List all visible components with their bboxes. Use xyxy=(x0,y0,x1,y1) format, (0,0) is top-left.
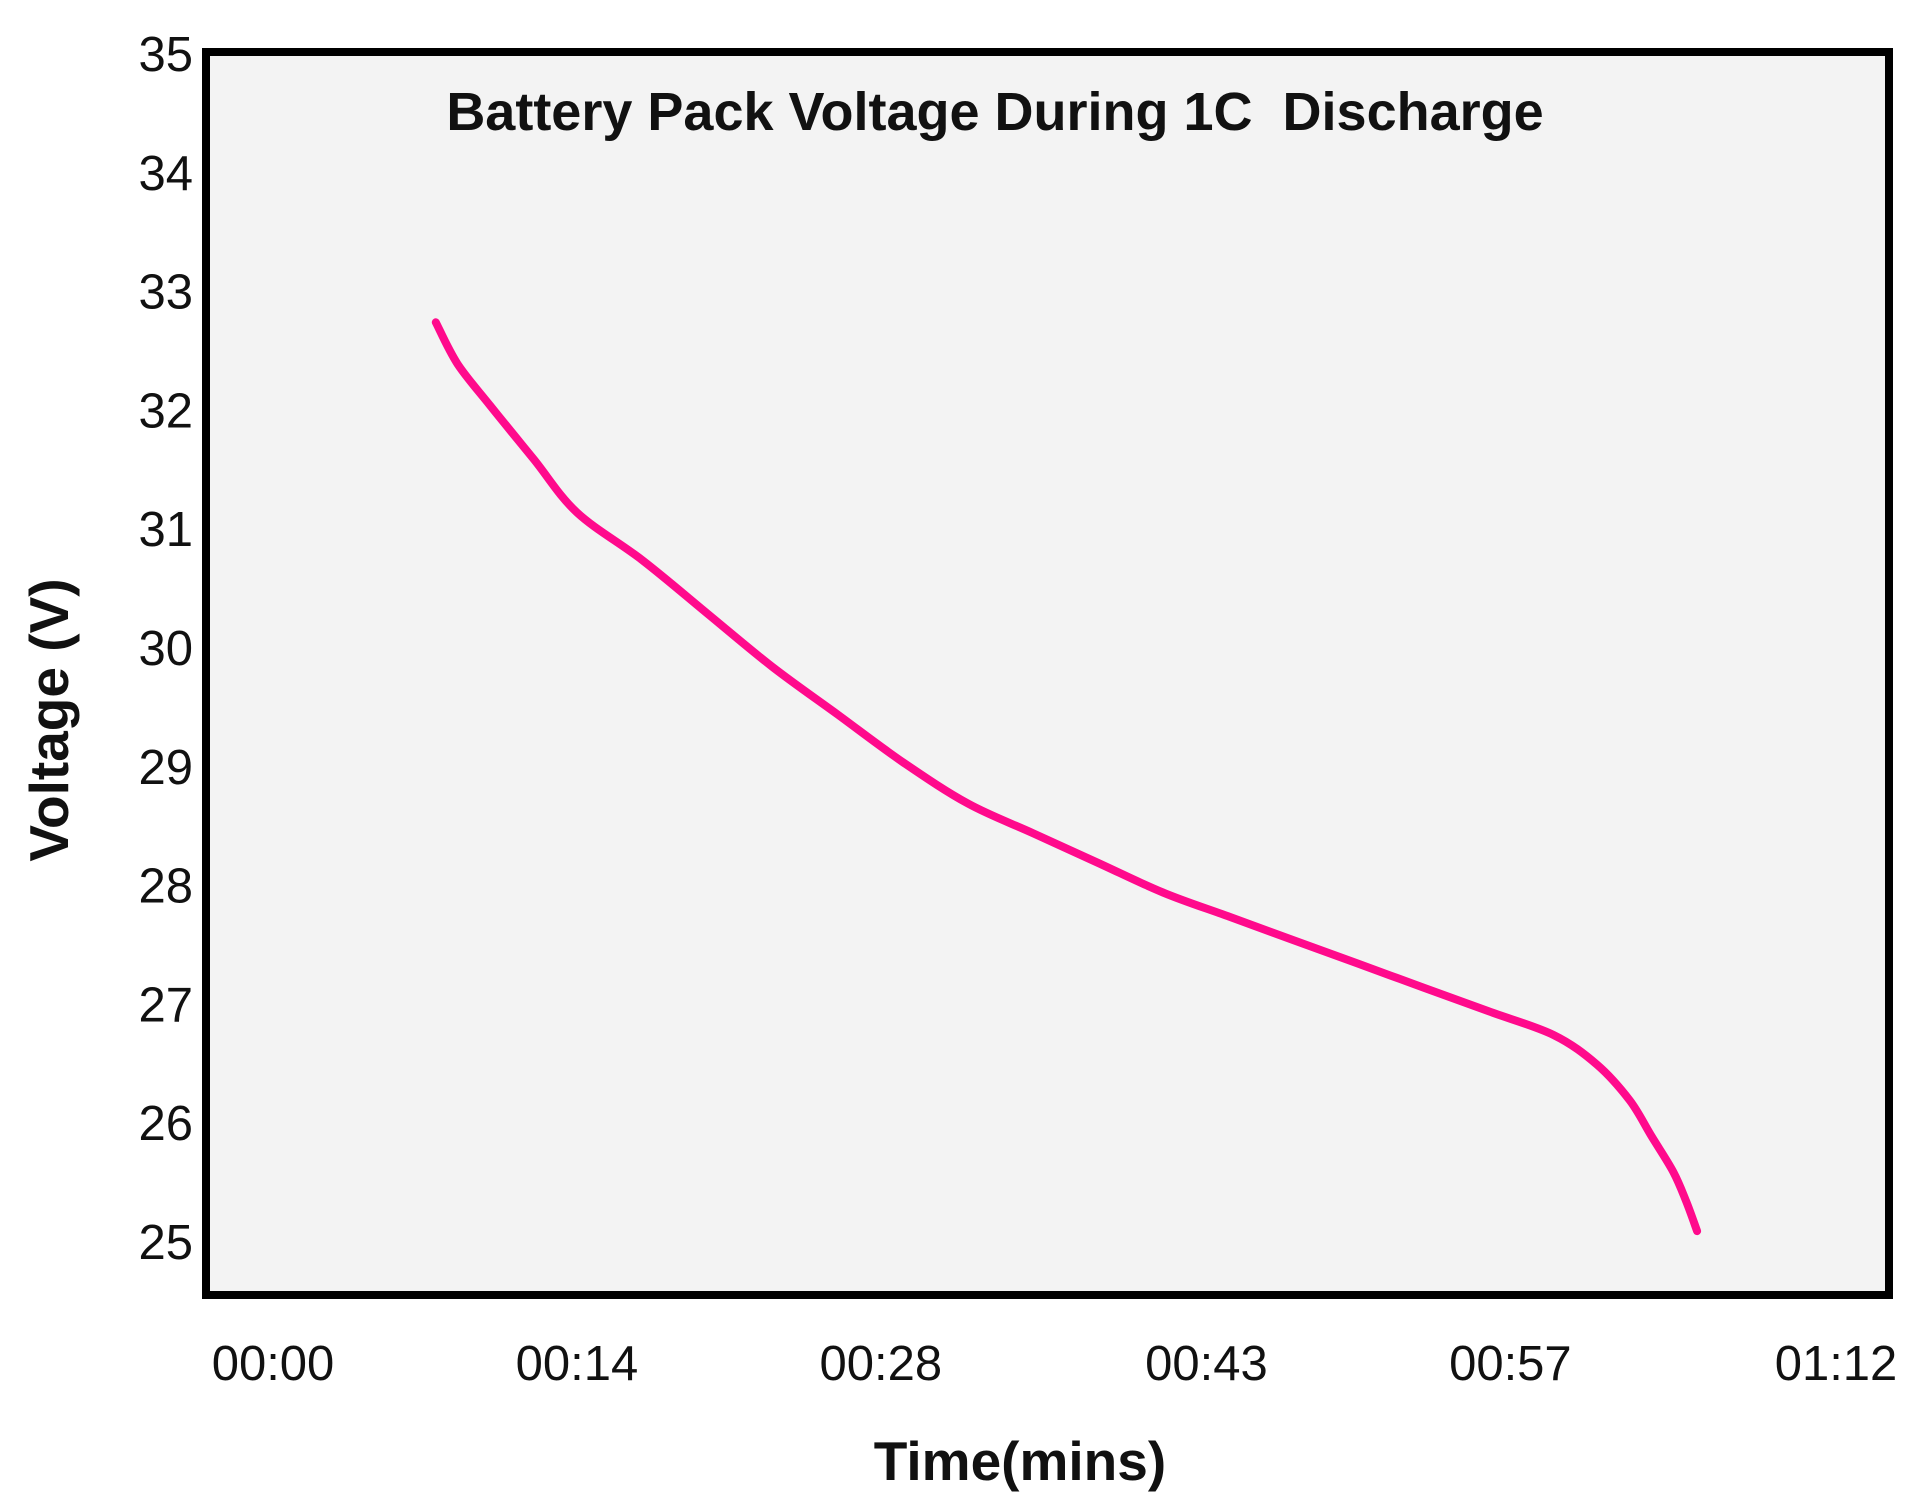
y-tick-label: 27 xyxy=(138,978,193,1032)
y-axis-title: Voltage (V) xyxy=(18,578,80,861)
x-tick-label: 00:28 xyxy=(820,1337,943,1391)
series-line-voltage xyxy=(431,318,1702,1236)
y-tick-label: 26 xyxy=(138,1097,193,1151)
x-tick-label: 00:43 xyxy=(1145,1337,1268,1391)
plot-area xyxy=(206,52,1889,1295)
y-tick-label: 30 xyxy=(138,622,193,676)
y-axis-tick-labels: 25 26 27 28 29 30 31 32 33 34 35 xyxy=(138,28,193,1270)
y-tick-label: 33 xyxy=(138,266,193,320)
y-tick-label: 32 xyxy=(138,384,193,438)
x-axis-tick-labels: 00:00 00:14 00:28 00:43 00:57 01:12 xyxy=(212,1337,1898,1391)
x-tick-label: 01:12 xyxy=(1775,1337,1898,1391)
chart-title: Battery Pack Voltage During 1C Discharge xyxy=(446,82,1543,142)
x-axis-title: Time(mins) xyxy=(874,1430,1166,1492)
y-tick-label: 28 xyxy=(138,860,193,914)
plot-frame xyxy=(202,48,1893,1299)
y-tick-label: 31 xyxy=(138,503,193,557)
x-tick-label: 00:57 xyxy=(1449,1337,1572,1391)
series-layer xyxy=(431,318,1702,1236)
y-tick-label: 35 xyxy=(138,28,193,82)
x-tick-label: 00:00 xyxy=(212,1337,335,1391)
y-tick-label: 34 xyxy=(138,147,193,201)
x-tick-label: 00:14 xyxy=(516,1337,639,1391)
y-tick-label: 25 xyxy=(138,1216,193,1270)
y-tick-label: 29 xyxy=(138,741,193,795)
